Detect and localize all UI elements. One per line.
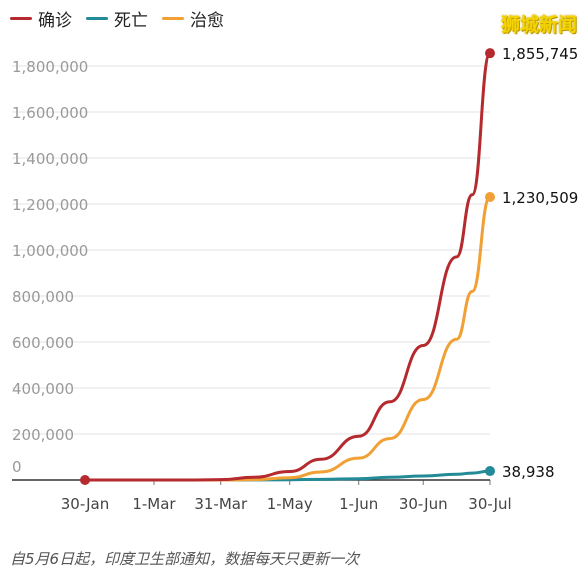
legend-swatch-confirmed [10, 16, 32, 20]
legend-label-confirmed: 确诊 [38, 10, 72, 31]
x-tick-label: 30-Jul [468, 495, 511, 513]
end-point-marker [485, 48, 495, 59]
end-value-label: 38,938 [502, 463, 555, 481]
y-tick-label: 400,000 [12, 380, 74, 398]
y-tick-label: 1,200,000 [12, 196, 88, 214]
end-value-label: 1,855,745 [502, 45, 578, 63]
y-tick-label: 200,000 [12, 426, 74, 444]
y-tick-label: 1,800,000 [12, 58, 88, 76]
x-tick-label: 1-Jun [339, 495, 378, 513]
footnote: 自5月6日起，印度卫生部通知，数据每天只更新一次 [10, 550, 360, 568]
start-point-marker [80, 474, 90, 485]
x-tick-label: 1-Mar [132, 495, 176, 513]
line-chart: 0 200,000 400,000 600,000 800,000 1,000,000 1,… [12, 45, 578, 513]
y-tick-label: 1,000,000 [12, 242, 88, 260]
series-lines [84, 51, 492, 482]
grid-lines [12, 65, 490, 435]
x-axis-ticks: 30-Jan 1-Mar 31-Mar 1-May 1-Jun 30-Jun 30-Jul [61, 480, 512, 513]
y-tick-label: 800,000 [12, 288, 74, 306]
legend-item-recovered[interactable]: 治愈 [162, 6, 224, 31]
y-axis-ticks: 0 200,000 400,000 600,000 800,000 1,000,000 1,… [12, 58, 88, 476]
end-point-marker [485, 466, 495, 477]
end-value-label: 1,230,509 [502, 189, 578, 207]
x-tick-label: 31-Mar [194, 495, 248, 513]
chart-legend: 确诊 死亡 治愈 [10, 6, 224, 31]
end-point-marker [485, 191, 495, 202]
series-markers [80, 48, 495, 485]
y-tick-label: 0 [12, 458, 22, 476]
y-tick-label: 600,000 [12, 334, 74, 352]
y-tick-label: 1,400,000 [12, 150, 88, 168]
legend-item-confirmed[interactable]: 确诊 [10, 6, 72, 31]
y-tick-label: 1,600,000 [12, 104, 88, 122]
end-labels: 38,938 1,230,509 1,855,745 [502, 45, 578, 481]
series-line [84, 51, 492, 482]
x-tick-label: 1-May [267, 495, 313, 513]
legend-swatch-recovered [162, 16, 184, 20]
legend-label-recovered: 治愈 [190, 10, 224, 31]
legend-label-deaths: 死亡 [114, 10, 148, 31]
x-tick-label: 30-Jan [61, 495, 109, 513]
legend-swatch-deaths [86, 16, 108, 20]
x-tick-label: 30-Jun [399, 495, 448, 513]
legend-item-deaths[interactable]: 死亡 [86, 6, 148, 31]
watermark-logo: 狮城新闻 [500, 14, 577, 36]
